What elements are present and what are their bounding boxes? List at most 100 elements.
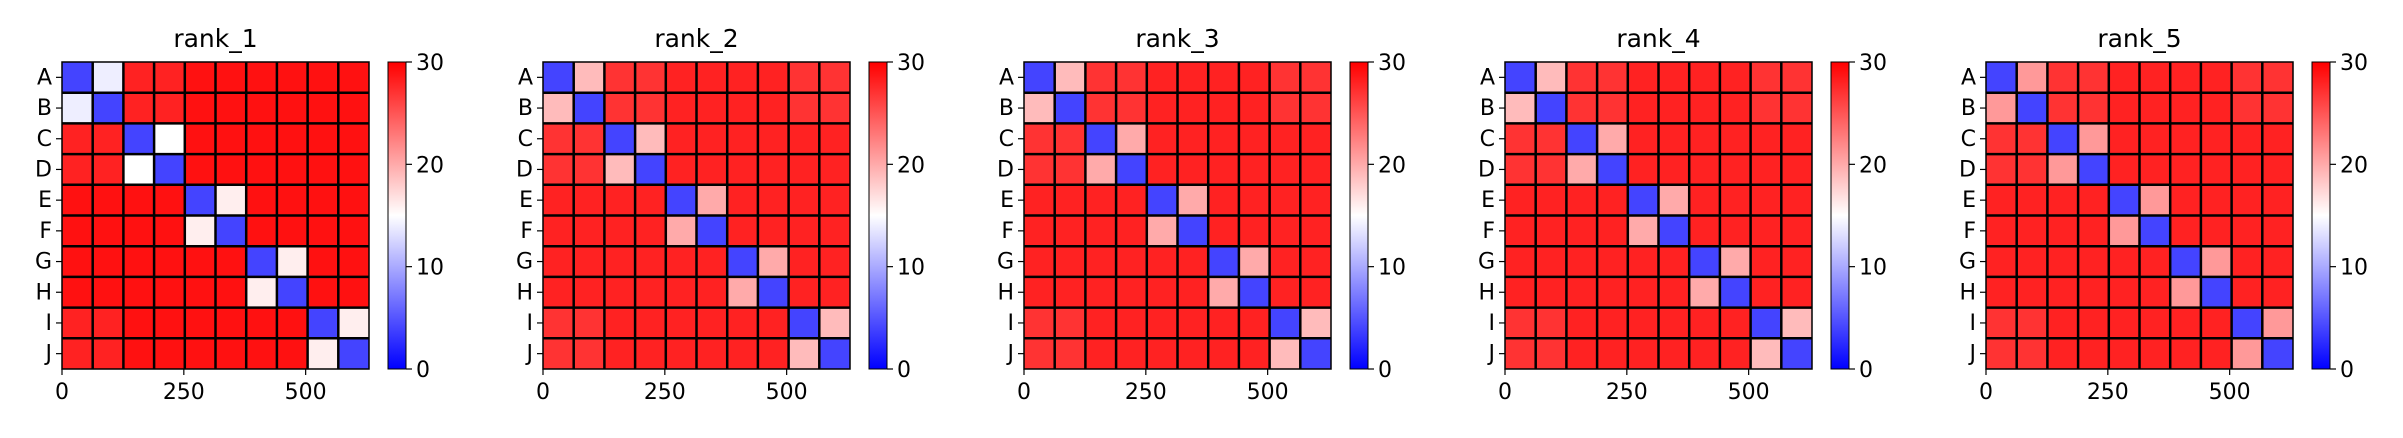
- heatmap-cell: [1238, 307, 1271, 339]
- heatmap-cell: [1597, 338, 1629, 370]
- heatmap-cell: [154, 276, 186, 309]
- heatmap-cell: [2200, 338, 2233, 370]
- heatmap-cell: [1208, 276, 1240, 309]
- heatmap-cell: [1719, 338, 1752, 370]
- heatmap-cell: [154, 154, 186, 186]
- heatmap-cell: [1986, 215, 2018, 247]
- heatmap-cell: [2078, 307, 2110, 339]
- heatmap-cell: [1300, 92, 1332, 124]
- heatmap-cell: [1627, 307, 1659, 339]
- heatmap-cell: [92, 338, 124, 370]
- heatmap-cell: [819, 246, 851, 278]
- heatmap-cell: [1658, 215, 1690, 247]
- y-tick-label: B: [518, 96, 533, 121]
- heatmap-cell: [1208, 246, 1240, 278]
- heatmap-cell: [307, 307, 339, 339]
- heatmap-cell: [184, 215, 216, 247]
- heatmap-cell: [62, 215, 94, 247]
- heatmap-cell: [1535, 307, 1567, 339]
- heatmap-cell: [1658, 338, 1690, 370]
- heatmap-cell: [757, 307, 790, 339]
- heatmap-cell: [1719, 154, 1752, 186]
- heatmap-cell: [2200, 276, 2233, 309]
- heatmap-cell: [1781, 307, 1813, 339]
- heatmap-cell: [573, 215, 605, 247]
- heatmap-cell: [1566, 215, 1598, 247]
- heatmap-cell: [1208, 123, 1240, 155]
- colorbar-tick-label: 10: [1859, 256, 1887, 281]
- colorbar-tick-label: 30: [897, 51, 925, 76]
- heatmap-cell: [1208, 62, 1240, 94]
- heatmap-cell: [246, 246, 278, 278]
- heatmap-cell: [1658, 246, 1690, 278]
- y-tick-label: C: [1961, 127, 1976, 152]
- heatmap-cell: [1177, 184, 1209, 216]
- heatmap-cell: [635, 338, 667, 370]
- heatmap-cell: [2078, 184, 2110, 216]
- heatmap-cell: [2262, 338, 2294, 370]
- block-grid: [62, 62, 369, 369]
- heatmap-cell: [154, 338, 186, 370]
- heatmap-cell: [1269, 276, 1301, 309]
- heatmap-cell: [1054, 62, 1086, 94]
- heatmap-cell: [2108, 184, 2140, 216]
- heatmap-cell: [604, 123, 636, 155]
- heatmap-cell: [1300, 276, 1332, 309]
- heatmap-cell: [788, 154, 820, 186]
- heatmap-cell: [2231, 246, 2263, 278]
- heatmap-cell: [1597, 215, 1629, 247]
- heatmap-cell: [2047, 338, 2079, 370]
- heatmap-cell: [2016, 307, 2048, 339]
- heatmap-cell: [2231, 154, 2263, 186]
- heatmap-cell: [1146, 338, 1178, 370]
- axes-frame: [1504, 61, 1813, 370]
- heatmap-cell: [338, 154, 370, 186]
- heatmap-cell: [2078, 215, 2110, 247]
- heatmap-cell: [2139, 246, 2171, 278]
- heatmap-cell: [2047, 123, 2079, 155]
- x-tick-label: 500: [2209, 380, 2251, 405]
- colorbar-tick-label: 20: [897, 153, 925, 178]
- heatmap-cell: [1505, 307, 1537, 339]
- heatmap-cell: [1719, 307, 1752, 339]
- heatmap-cell: [1719, 276, 1752, 309]
- heatmap-cell: [1238, 338, 1271, 370]
- heatmap-cell: [338, 215, 370, 247]
- heatmap-cell: [338, 307, 370, 339]
- heatmap-cell: [1566, 246, 1598, 278]
- heatmap-cell: [123, 123, 155, 155]
- heatmap-cell: [1719, 246, 1752, 278]
- heatmap-cell: [215, 307, 247, 339]
- heatmap-cell: [2139, 307, 2171, 339]
- colorbar-tick-label: 0: [416, 358, 430, 383]
- heatmap-cell: [1986, 276, 2018, 309]
- x-tick-label: 250: [644, 380, 686, 405]
- heatmap-cell: [1658, 154, 1690, 186]
- heatmap-cell: [307, 338, 339, 370]
- heatmap-cell: [1024, 338, 1056, 370]
- heatmap-cell: [1566, 62, 1598, 94]
- heatmap-cell: [1085, 246, 1117, 278]
- heatmap-cell: [92, 215, 124, 247]
- heatmap-cell: [543, 215, 575, 247]
- heatmap-cell: [1689, 246, 1721, 278]
- heatmap-cell: [1597, 276, 1629, 309]
- heatmap-cell: [276, 123, 309, 155]
- heatmap-cell: [2047, 246, 2079, 278]
- heatmap-cell: [727, 215, 759, 247]
- heatmap-cell: [2170, 92, 2202, 124]
- heatmap-cell: [1597, 307, 1629, 339]
- heatmap-cell: [1024, 307, 1056, 339]
- heatmap-cell: [1658, 276, 1690, 309]
- heatmap-cell: [215, 338, 247, 370]
- heatmap-cell: [154, 184, 186, 216]
- colorbar: 0 10 20 30: [387, 51, 444, 383]
- heatmap-cell: [1719, 62, 1752, 94]
- heatmap-cell: [1566, 338, 1598, 370]
- heatmap-cell: [1719, 123, 1752, 155]
- heatmap-cell: [2139, 92, 2171, 124]
- heatmap-cell: [215, 246, 247, 278]
- heatmap-cell: [635, 246, 667, 278]
